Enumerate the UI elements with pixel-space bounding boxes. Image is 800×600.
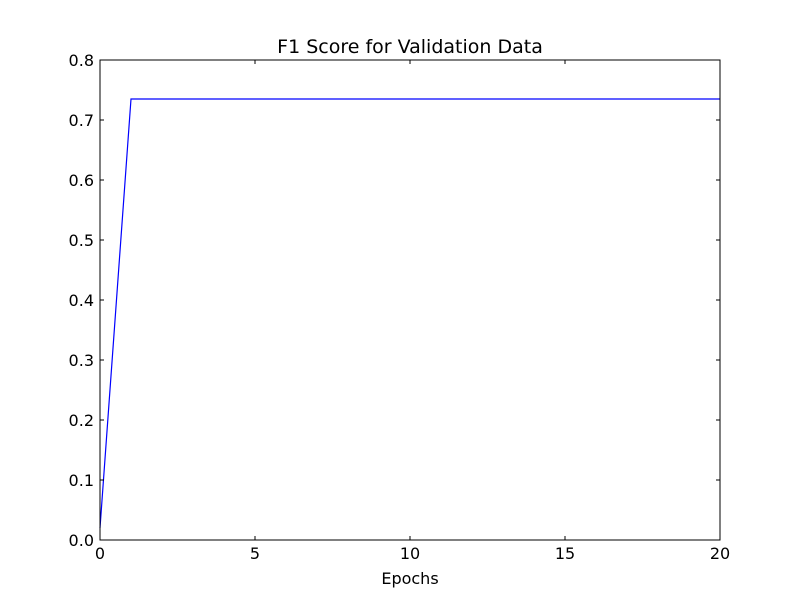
x-tick-label: 15 <box>555 544 575 563</box>
x-tick-label: 0 <box>95 544 105 563</box>
y-tick-label: 0.2 <box>69 411 94 430</box>
y-tick-label: 0.6 <box>69 171 94 190</box>
y-tick-label: 0.7 <box>69 111 94 130</box>
series-line-1 <box>99 98 720 529</box>
label-layer: 0 5 10 15 20 0.0 0.1 0.2 0.3 0.4 0.5 0.6 0.7 0.8 <box>69 51 731 563</box>
tick-layer <box>99 59 721 541</box>
series-layer <box>99 98 720 529</box>
x-tick-label: 5 <box>250 544 260 563</box>
x-tick-label: 20 <box>710 544 730 563</box>
x-axis-title: Epochs <box>381 569 438 588</box>
chart-title: F1 Score for Validation Data <box>277 36 543 58</box>
plot-frame <box>99 59 721 541</box>
y-tick-label: 0.0 <box>69 531 94 550</box>
y-tick-label: 0.1 <box>69 471 94 490</box>
x-tick-label: 10 <box>400 544 420 563</box>
y-tick-label: 0.4 <box>69 291 94 310</box>
y-tick-label: 0.3 <box>69 351 94 370</box>
y-tick-label: 0.5 <box>69 231 94 250</box>
y-tick-label: 0.8 <box>69 51 94 70</box>
